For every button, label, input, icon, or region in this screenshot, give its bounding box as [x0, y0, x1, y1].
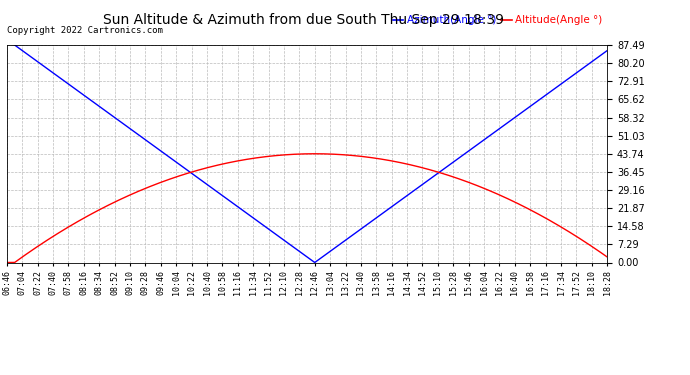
Legend: Azimuth(Angle °), Altitude(Angle °): Azimuth(Angle °), Altitude(Angle °) — [393, 15, 602, 26]
Text: Sun Altitude & Azimuth from due South Thu Sep 29 18:39: Sun Altitude & Azimuth from due South Th… — [103, 13, 504, 27]
Text: Copyright 2022 Cartronics.com: Copyright 2022 Cartronics.com — [7, 26, 163, 35]
